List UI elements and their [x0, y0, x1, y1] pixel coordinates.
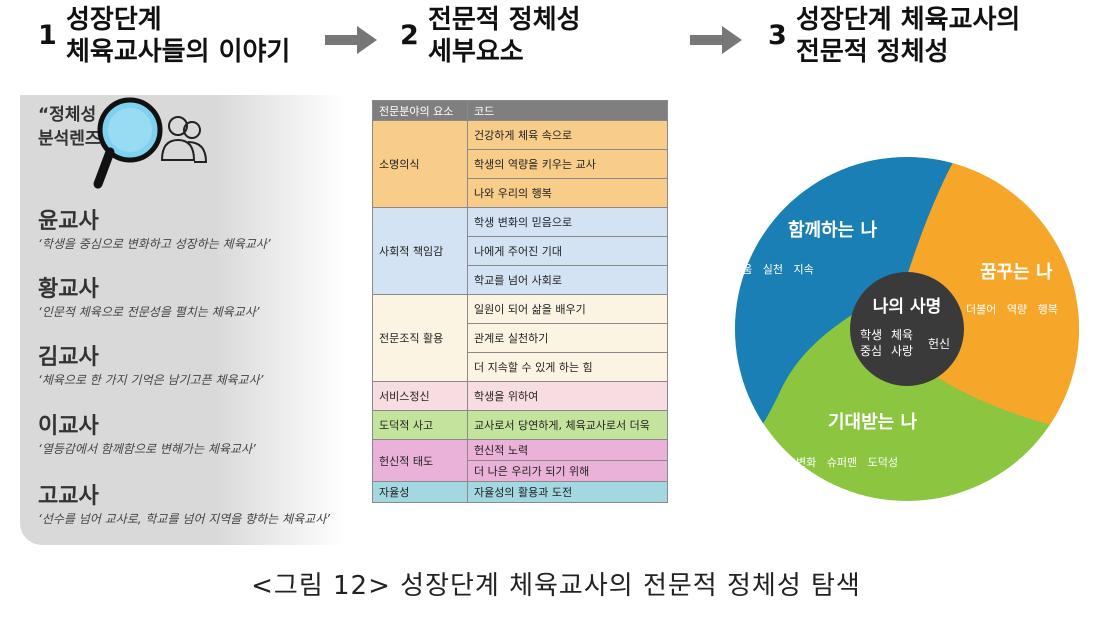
- code-cell: 자율성의 활용과 도전: [467, 481, 668, 503]
- lens-title-line2: 분석렌즈”: [38, 129, 112, 149]
- element-cell: 자율성: [372, 481, 468, 503]
- table-header-row: 전문분야의 요소 코드: [372, 100, 668, 121]
- code-cell: 나에게 주어진 기대: [467, 236, 668, 266]
- step-2-number: 2: [400, 20, 419, 51]
- table-row: 소명의식 건강하게 체육 속으로: [372, 120, 668, 208]
- green-words: 변화 슈퍼맨 도덕성: [796, 456, 898, 469]
- panel-fade: [20, 95, 345, 545]
- code-cell: 관계로 실천하기: [467, 323, 668, 353]
- table-row: 서비스정신 학생을 위하여: [372, 381, 668, 411]
- code-cell: 교사로서 당연하게, 체육교사로서 더욱: [467, 410, 668, 440]
- code-cell: 학교를 넘어 사회로: [467, 265, 668, 295]
- identity-diagram: 함께하는 나 배움 실천 지속 꿈꾸는 나 더불어 역량 행복 기대받는 나 변…: [732, 157, 1079, 501]
- arrow-right-icon: [325, 26, 377, 54]
- header-element: 전문분야의 요소: [372, 100, 468, 121]
- blue-title: 함께하는 나: [788, 219, 878, 241]
- table-row: 헌신적 태도 헌신적 노력: [372, 439, 668, 482]
- arrow-right-icon: [690, 26, 742, 54]
- step-3-title: 성장단계 체육교사의 전문적 정체성: [796, 4, 1020, 68]
- teacher-desc: ‘열등감에서 함께함으로 변해가는 체육교사’: [38, 442, 256, 456]
- orange-title: 꿈꾸는 나: [980, 262, 1053, 283]
- table-row: 자율성 자율성의 활용과 도전: [372, 481, 668, 503]
- table-row: 학생의 역량을 키우는 교사: [372, 149, 668, 179]
- center-word: 헌신: [928, 337, 950, 351]
- element-cell: 전문조직 활용: [372, 294, 468, 382]
- blue-words: 배움 실천 지속: [732, 262, 814, 276]
- step-3-number: 3: [768, 20, 787, 51]
- center-title: 나의 사명: [873, 297, 941, 317]
- teacher-desc: ‘선수를 넘어 교사로, 학교를 넘어 지역을 향하는 체육교사’: [38, 512, 331, 526]
- element-cell: 소명의식: [372, 120, 468, 208]
- code-cell: 더 지속할 수 있게 하는 힘: [467, 352, 668, 382]
- code-cell: 일원이 되어 삶을 배우기: [467, 294, 668, 324]
- magnifier-people-icon: [93, 97, 208, 189]
- center-word: 중심: [860, 344, 882, 358]
- center-word: 학생: [860, 328, 882, 342]
- code-cell: 학생을 위하여: [467, 381, 668, 411]
- step-1-title-line1: 성장단계: [66, 5, 162, 35]
- step-1-title-line2: 체육교사들의 이야기: [66, 37, 291, 67]
- teacher-desc: ‘체육으로 한 가지 기억은 남기고픈 체육교사’: [38, 373, 264, 387]
- code-cell: 더 나은 우리가 되기 위해: [467, 460, 668, 482]
- element-cell: 도덕적 사고: [372, 410, 468, 440]
- teacher-name: 고교사: [38, 484, 99, 509]
- code-cell: 학생 변화의 믿음으로: [467, 207, 668, 237]
- step-3-title-line2: 전문적 정체성: [796, 37, 949, 67]
- figure-caption: <그림 12> 성장단계 체육교사의 전문적 정체성 탐색: [251, 571, 861, 601]
- center-circle: [850, 272, 964, 386]
- code-cell: 학생의 역량을 키우는 교사: [467, 149, 668, 179]
- code-cell: 헌신적 노력: [467, 439, 668, 461]
- step-1-title: 성장단계 체육교사들의 이야기: [66, 4, 290, 68]
- teacher-desc: ‘인문적 체육으로 전문성을 펼치는 체육교사’: [38, 305, 260, 319]
- identity-lens-panel: [20, 95, 345, 545]
- step-2-title-line1: 전문적 정체성: [428, 5, 581, 35]
- code-cell: 나와 우리의 행복: [467, 178, 668, 208]
- table-row: 관계로 실천하기: [372, 323, 668, 353]
- orange-words: 더불어 역량 행복: [966, 303, 1058, 316]
- identity-elements-table: 전문분야의 요소 코드 소명의식 건강하게 체육 속으로 학생의 역량을 키우는…: [372, 100, 668, 503]
- element-cell: 헌신적 태도: [372, 439, 468, 482]
- step-3-title-line1: 성장단계 체육교사의: [796, 5, 1021, 35]
- step-1-number: 1: [38, 20, 57, 51]
- teacher-name: 이교사: [38, 414, 99, 439]
- step-2-title: 전문적 정체성 세부요소: [428, 4, 581, 68]
- teacher-name: 황교사: [38, 277, 99, 302]
- element-cell: 서비스정신: [372, 381, 468, 411]
- teacher-desc: ‘학생을 중심으로 변화하고 성장하는 체육교사’: [38, 237, 271, 251]
- teacher-name: 김교사: [38, 345, 99, 370]
- lens-title-line1: “정체성: [38, 105, 97, 125]
- teacher-name: 윤교사: [38, 209, 99, 234]
- center-word: 사랑: [891, 344, 913, 358]
- element-cell: 사회적 책임감: [372, 207, 468, 295]
- code-cell: 건강하게 체육 속으로: [467, 120, 668, 150]
- lens-title: “정체성 분석렌즈”: [38, 103, 112, 151]
- green-title: 기대받는 나: [828, 412, 918, 433]
- table-row: 도덕적 사고 교사로서 당연하게, 체육교사로서 더욱: [372, 410, 668, 440]
- center-word: 체육: [891, 328, 913, 342]
- table-row: 전문조직 활용 일원이 되어 삶을 배우기: [372, 294, 668, 382]
- step-2-title-line2: 세부요소: [428, 37, 524, 67]
- header-code: 코드: [467, 100, 668, 121]
- table-row: 사회적 책임감 학생 변화의 믿음으로: [372, 207, 668, 295]
- blue-region: [735, 157, 968, 476]
